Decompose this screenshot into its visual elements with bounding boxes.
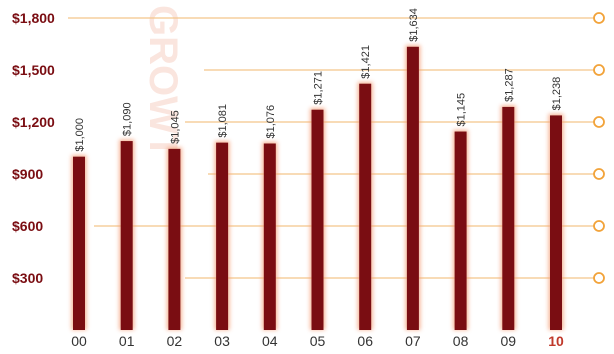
x-tick-label: 00: [71, 333, 87, 349]
data-label: $1,076: [265, 105, 277, 139]
y-tick-label: $900: [12, 166, 43, 182]
y-tick-label: $1,800: [12, 10, 55, 26]
data-label: $1,271: [313, 71, 325, 105]
bar: [406, 46, 419, 330]
data-label: $1,287: [503, 68, 515, 102]
gridline-marker: [593, 116, 605, 128]
bar: [454, 131, 467, 330]
bar: [73, 156, 85, 330]
data-label: $1,421: [360, 45, 372, 79]
gridline-marker: [593, 272, 605, 284]
bar: [311, 109, 324, 331]
bar: [120, 141, 133, 330]
y-tick-label: $1,200: [12, 114, 55, 130]
watermark-text: GROWT: [141, 5, 185, 158]
data-label: $1,081: [217, 104, 229, 138]
bars: $1,000 $1,090 $1,045 $1,081 $1,076 $1,271 $1,4…: [71, 8, 564, 331]
x-tick-label: 06: [357, 333, 373, 349]
y-tick-label: $300: [12, 270, 43, 286]
gridline-marker: [593, 64, 605, 76]
x-tick-label: 09: [501, 333, 517, 349]
data-label: $1,145: [456, 93, 468, 127]
data-label: $1,000: [74, 118, 86, 152]
data-label: $1,238: [551, 77, 563, 111]
gridline-marker: [593, 220, 605, 232]
data-label: $1,090: [122, 102, 134, 136]
x-tick-label: 05: [310, 333, 326, 349]
x-tick-label: 01: [119, 333, 135, 349]
gridline-marker: [593, 12, 605, 24]
x-tick-label: 07: [405, 333, 421, 349]
x-tick-label: 02: [167, 333, 183, 349]
y-tick-label: $600: [12, 218, 43, 234]
x-tick-label: 08: [453, 333, 469, 349]
bar: [502, 106, 515, 330]
y-axis: $300 $600 $900 $1,200 $1,500 $1,800: [12, 10, 55, 286]
bar: [359, 83, 372, 331]
bar: [263, 143, 276, 330]
gridline-marker: [593, 168, 605, 180]
x-tick-label: 04: [262, 333, 278, 349]
x-tick-label: 10: [548, 333, 564, 349]
bar: [216, 142, 229, 330]
data-label: $1,634: [408, 8, 420, 42]
bar: [168, 148, 181, 330]
x-axis: 00 01 02 03 04 05 06 07 08 09 10: [71, 333, 564, 349]
y-tick-label: $1,500: [12, 62, 55, 78]
x-tick-label: 03: [214, 333, 230, 349]
bar: [550, 115, 562, 330]
data-label: $1,045: [169, 110, 181, 144]
